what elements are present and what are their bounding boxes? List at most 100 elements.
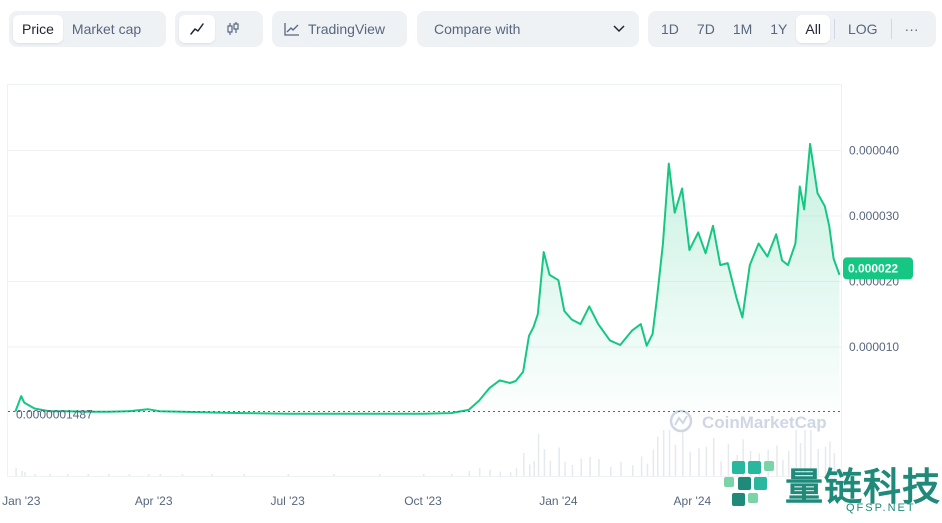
x-tick-label: Apr '23 — [135, 494, 173, 508]
range-1m[interactable]: 1M — [732, 21, 753, 37]
tradingview-icon — [284, 23, 299, 36]
line-chart-icon[interactable] — [179, 15, 215, 43]
more-options-button[interactable]: ··· — [904, 21, 919, 37]
current-price-value: 0.000022 — [848, 261, 898, 275]
x-tick-label: Jan '23 — [2, 494, 41, 508]
volume-bar — [478, 468, 481, 476]
volume-bar — [698, 448, 700, 476]
range-all[interactable]: All — [796, 15, 830, 43]
volume-bar — [824, 446, 827, 476]
volume-bar — [640, 456, 643, 476]
volume-bar — [543, 449, 546, 476]
volume-bar — [652, 449, 655, 476]
volume-bar — [589, 456, 591, 476]
volume-bar — [742, 439, 744, 476]
volume-bar — [181, 474, 184, 476]
volume-bar — [657, 436, 659, 476]
volume-bar — [674, 444, 677, 476]
y-tick-label: 0.000010 — [849, 340, 899, 354]
volume-bar — [609, 466, 612, 476]
volume-bar — [499, 471, 502, 476]
volume-bar — [620, 462, 622, 476]
volume-bar — [489, 469, 491, 476]
coinmarketcap-watermark: CoinMarketCap — [669, 409, 827, 433]
volume-bar — [549, 460, 552, 476]
volume-bar — [662, 430, 665, 476]
compare-label: Compare with — [434, 21, 521, 37]
log-scale-button[interactable]: LOG — [847, 21, 878, 37]
volume-bar — [682, 430, 684, 476]
volume-bar — [515, 468, 518, 476]
volume-bar — [24, 471, 26, 476]
volume-bar — [558, 447, 560, 476]
volume-bar — [537, 433, 540, 476]
candlestick-icon[interactable] — [215, 15, 251, 43]
volume-bar — [468, 470, 471, 476]
x-tick-label: Oct '23 — [404, 494, 442, 508]
tradingview-label: TradingView — [308, 21, 386, 37]
volume-bar — [689, 451, 691, 476]
volume-bar — [15, 467, 17, 476]
volume-bar — [727, 443, 730, 476]
volume-bar — [528, 464, 531, 476]
x-axis: Jan '23 Apr '23 Jul '23 Oct '23 Jan '24 Apr '… — [2, 494, 711, 508]
qfsp-logo — [724, 461, 774, 506]
volume-bar — [108, 474, 110, 476]
tradingview-button[interactable]: TradingView — [272, 11, 407, 47]
chart-style-toggle — [175, 11, 263, 47]
price-tab[interactable]: Price — [13, 15, 63, 43]
compare-dropdown[interactable]: Compare with — [417, 11, 639, 47]
y-tick-label: 0.000040 — [849, 143, 899, 157]
volume-bar — [128, 474, 131, 476]
volume-bar — [523, 453, 525, 476]
volume-bar — [705, 446, 708, 476]
volume-bar — [87, 474, 89, 476]
volume-bar — [632, 465, 634, 476]
volume-bar — [533, 461, 535, 476]
range-1y[interactable]: 1Y — [770, 21, 788, 37]
range-7d[interactable]: 7D — [696, 21, 715, 37]
volume-bar — [810, 430, 812, 476]
range-toggle: 1D 7D 1M 1Y All LOG ··· — [648, 11, 936, 47]
current-price-badge: 0.000022 — [843, 257, 913, 280]
volume-bar — [147, 474, 150, 476]
range-1d[interactable]: 1D — [661, 21, 679, 37]
volume-bar — [795, 430, 797, 476]
volume-bar — [646, 463, 649, 476]
volume-bar — [598, 459, 600, 476]
volume-bar — [49, 474, 51, 476]
start-price-label: 0.0000001487 — [16, 407, 93, 421]
x-tick-label: Jul '23 — [270, 494, 305, 508]
volume-bars — [15, 430, 836, 476]
volume-bar — [804, 430, 806, 476]
toolbar-divider — [890, 19, 892, 39]
volume-bar — [509, 472, 512, 476]
y-tick-label: 0.000030 — [849, 209, 899, 223]
volume-bar — [66, 474, 69, 476]
volume-bar — [712, 437, 715, 476]
volume-bar — [287, 474, 290, 476]
volume-bar — [564, 462, 566, 476]
volume-bar — [211, 474, 213, 476]
volume-bar — [720, 461, 722, 476]
volume-bar — [829, 441, 831, 476]
view-toggle: Price Market cap — [9, 11, 166, 47]
volume-bar — [159, 474, 162, 476]
volume-bar — [817, 448, 819, 476]
x-tick-label: Apr '24 — [674, 494, 712, 508]
chart-toolbar: Price Market cap TradingView Compare wit… — [0, 11, 942, 47]
volume-bar — [423, 474, 425, 476]
volume-bar — [580, 458, 583, 476]
volume-bar — [833, 453, 836, 476]
watermark-brand: CoinMarketCap — [702, 413, 827, 432]
volume-bar — [378, 474, 381, 476]
volume-bar — [799, 443, 802, 476]
volume-bar — [571, 465, 574, 476]
volume-bar — [34, 474, 36, 476]
price-area — [15, 143, 840, 414]
market-cap-tab[interactable]: Market cap — [71, 21, 142, 37]
volume-bar — [776, 445, 778, 476]
volume-bar — [668, 430, 671, 476]
